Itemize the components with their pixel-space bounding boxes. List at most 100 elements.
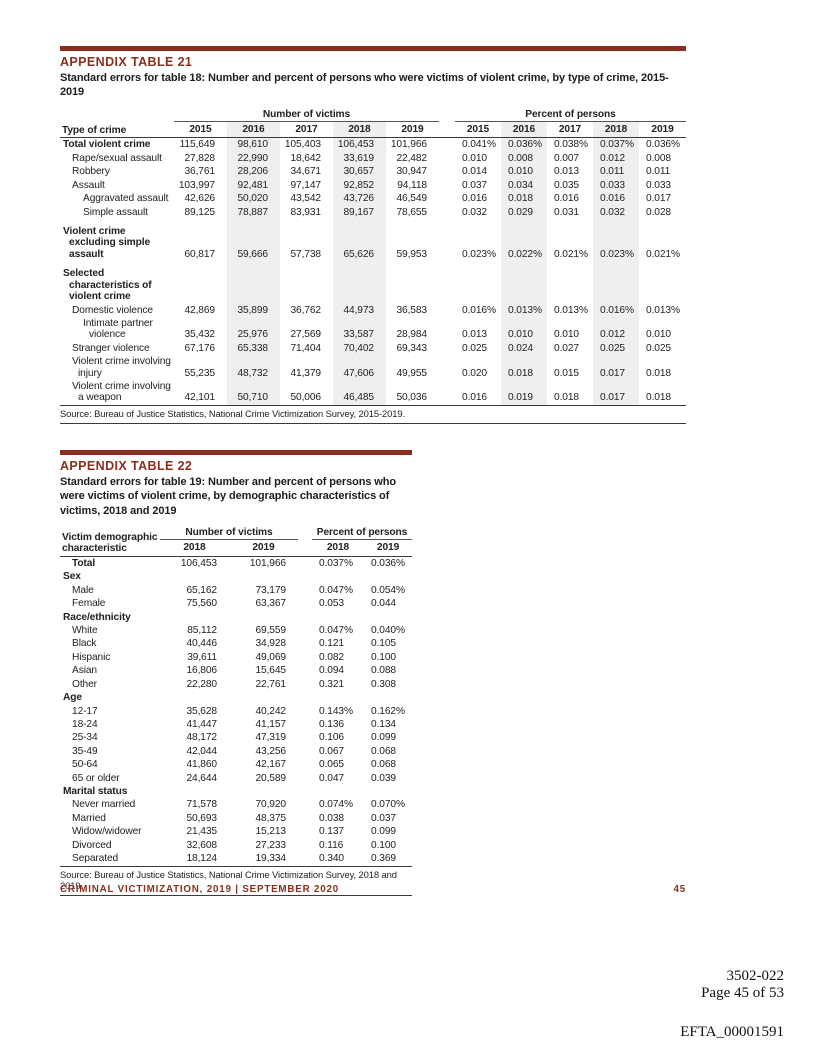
column-gap xyxy=(298,718,312,731)
row-label: Female xyxy=(72,598,106,610)
cell: 0.018 xyxy=(639,380,687,406)
cell xyxy=(280,261,333,303)
column-gap xyxy=(298,556,312,570)
table-row: 35-49 42,044 43,256 0.067 0.068 xyxy=(60,745,412,758)
year-header: 2018 xyxy=(160,539,229,557)
cell xyxy=(501,261,547,304)
table-row: Hispanic 39,611 49,069 0.082 0.100 xyxy=(60,651,412,664)
cell: 0.016% xyxy=(462,304,496,316)
cell: 0.369 xyxy=(364,852,413,867)
cell: 50,036 xyxy=(386,380,439,406)
cell: 50,693 xyxy=(186,812,217,824)
column-gap xyxy=(298,731,312,744)
cell: 42,869 xyxy=(184,304,215,316)
column-gap xyxy=(298,839,312,852)
cell: 0.037% xyxy=(319,557,353,569)
cell: 0.036% xyxy=(371,557,405,569)
cell: 27,569 xyxy=(290,329,321,341)
stamp-bates-number: EFTA_00001591 xyxy=(680,1023,784,1040)
table-row: Intimate partner violence 35,432 25,976 27,… xyxy=(60,316,686,342)
cell: 0.018 xyxy=(646,367,671,379)
cell: 20,589 xyxy=(255,772,286,784)
table-row: Female 75,560 63,367 0.053 0.044 xyxy=(60,597,412,610)
year-header: 2018 xyxy=(333,121,386,139)
table-row: Violent crime excluding simple assault 60… xyxy=(60,218,686,262)
column-gap xyxy=(439,179,455,192)
cell: 0.013% xyxy=(554,304,588,316)
cell: 50,020 xyxy=(227,192,280,206)
cell: 48,172 xyxy=(186,732,217,744)
cell: 50,006 xyxy=(280,380,333,406)
cell: 33,587 xyxy=(333,316,386,342)
table-row: Other 22,280 22,761 0.321 0.308 xyxy=(60,678,412,691)
cell: 0.074% xyxy=(319,799,353,811)
cell: 42,044 xyxy=(186,745,217,757)
table-row: Sex xyxy=(60,570,412,583)
footer-running-title: CRIMINAL VICTIMIZATION, 2019 | SEPTEMBER… xyxy=(60,884,339,895)
row-label: 12-17 xyxy=(72,705,98,717)
cell: 0.039 xyxy=(371,772,396,784)
cell: 0.015 xyxy=(554,367,579,379)
column-gap xyxy=(298,825,312,838)
cell: 73,179 xyxy=(255,584,286,596)
table22-label: APPENDIX TABLE 22 xyxy=(60,459,193,474)
cell: 0.100 xyxy=(371,839,396,851)
column-gap xyxy=(298,691,312,704)
cell: 0.106 xyxy=(319,732,344,744)
table-row: Assault 103,997 92,481 97,147 92,852 94,118 0.… xyxy=(60,178,686,193)
cell xyxy=(229,691,298,704)
cell: 15,213 xyxy=(255,826,286,838)
cell xyxy=(547,261,593,303)
cell: 97,147 xyxy=(290,179,321,191)
cell: 0.029 xyxy=(501,205,547,219)
cell: 0.024 xyxy=(501,341,547,356)
row-label: Total xyxy=(72,557,96,569)
row-label: 65 or older xyxy=(72,772,120,784)
table-row: Robbery 36,761 28,206 34,671 30,657 30,947 0.0… xyxy=(60,165,686,179)
stamp-exhibit-number: 3502-022 xyxy=(726,968,785,984)
column-gap xyxy=(298,597,312,610)
row-label: Violent crime involving injury xyxy=(72,356,171,379)
cell: 0.040% xyxy=(371,625,405,636)
group-header-number-of-victims: Number of victims xyxy=(174,107,439,123)
cell: 59,953 xyxy=(396,248,427,260)
cell xyxy=(639,261,686,303)
cell: 0.105 xyxy=(371,638,396,650)
row-label: Hispanic xyxy=(72,651,111,663)
table-row: Separated 18,124 19,334 0.340 0.369 xyxy=(60,852,413,867)
table-row: 12-17 35,628 40,242 0.143% 0.162% xyxy=(60,705,412,718)
column-gap xyxy=(298,812,312,825)
cell: 25,976 xyxy=(227,316,280,342)
cell: 46,549 xyxy=(396,193,427,205)
cell: 0.021% xyxy=(554,248,588,260)
table-row: Rape/sexual assault 27,828 22,990 18,642 33,… xyxy=(60,151,686,166)
column-gap xyxy=(298,611,312,624)
table22-title: Standard errors for table 19: Number and… xyxy=(60,476,396,517)
table-row: Black 40,446 34,928 0.121 0.105 xyxy=(60,637,412,650)
cell xyxy=(229,785,298,798)
cell: 0.321 xyxy=(319,678,344,690)
cell: 0.016 xyxy=(455,380,501,406)
cell: 0.010 xyxy=(554,329,579,341)
spanner-row: Type of crime Number of victims Percent … xyxy=(60,107,687,139)
cell: 0.162% xyxy=(371,705,405,717)
table-row: Total 106,453 101,966 0.037% 0.036% xyxy=(60,556,412,570)
cell: 27,828 xyxy=(184,152,215,164)
table-row: Total violent crime 115,649 98,610 105,403 1… xyxy=(60,137,686,152)
cell: 36,583 xyxy=(396,304,427,316)
row-label: Other xyxy=(72,678,97,690)
cell: 0.121 xyxy=(319,638,344,650)
cell: 0.018 xyxy=(501,192,547,206)
cell: 30,657 xyxy=(333,165,386,179)
cell xyxy=(364,611,412,624)
cell: 0.047% xyxy=(319,584,353,596)
cell: 0.070% xyxy=(371,799,405,811)
row-label: 25-34 xyxy=(72,732,98,744)
cell: 0.047 xyxy=(319,772,344,784)
footer-page-number: 45 xyxy=(673,884,686,895)
cell xyxy=(312,785,364,798)
cell: 0.018 xyxy=(501,355,547,381)
column-gap xyxy=(439,138,455,152)
table22: Victim demographic characteristic Number… xyxy=(60,526,413,867)
cell: 0.099 xyxy=(371,826,396,838)
